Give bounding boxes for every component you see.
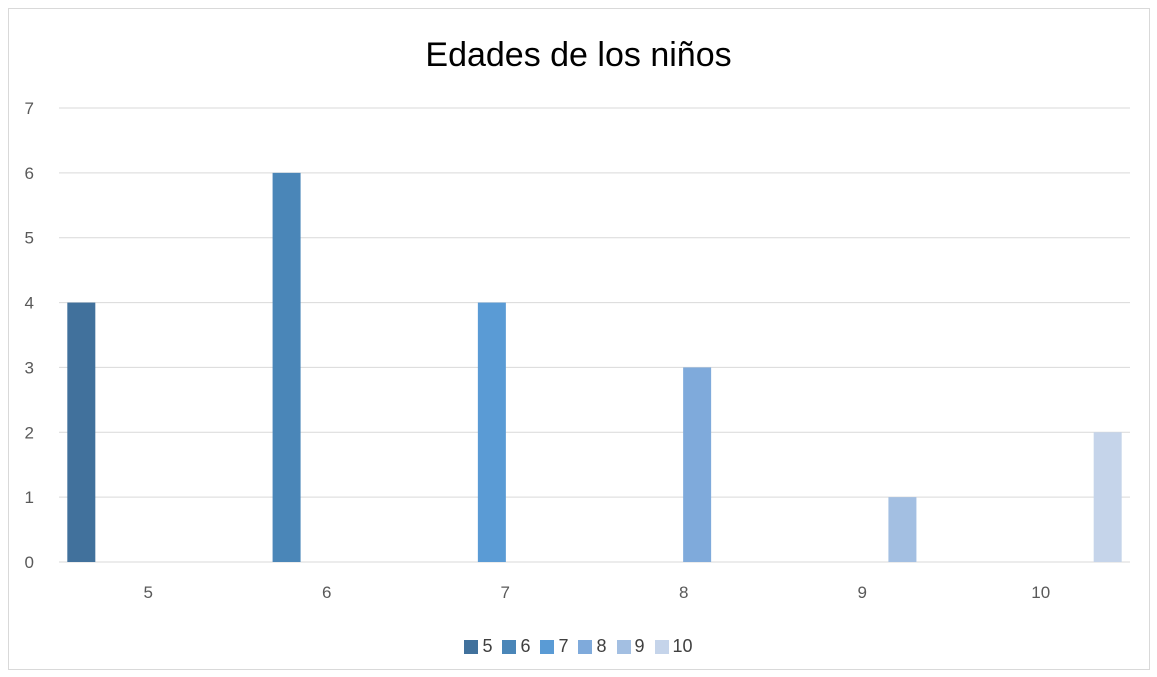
legend-item-6: 6 bbox=[502, 636, 530, 657]
legend-swatch-10 bbox=[654, 639, 669, 654]
y-tick-label-2: 2 bbox=[25, 423, 34, 442]
legend-item-9: 9 bbox=[616, 636, 645, 657]
bar-series-9-category-9 bbox=[888, 497, 917, 562]
legend-swatch-9 bbox=[616, 639, 631, 654]
legend-label-7: 7 bbox=[558, 636, 569, 656]
x-tick-label-7: 7 bbox=[501, 583, 510, 602]
x-tick-label-8: 8 bbox=[679, 583, 688, 602]
legend-swatch-7 bbox=[540, 639, 555, 654]
legend-label-9: 9 bbox=[634, 636, 645, 656]
y-tick-label-4: 4 bbox=[25, 294, 34, 313]
y-tick-label-1: 1 bbox=[25, 488, 34, 507]
x-tick-label-9: 9 bbox=[858, 583, 867, 602]
legend-item-5: 5 bbox=[464, 636, 492, 657]
bar-series-7-category-7 bbox=[477, 302, 506, 562]
y-tick-label-7: 7 bbox=[25, 99, 34, 118]
x-tick-label-6: 6 bbox=[322, 583, 331, 602]
bar-series-5-category-5 bbox=[67, 302, 96, 562]
legend-item-7: 7 bbox=[540, 636, 568, 657]
legend-swatch-6 bbox=[502, 639, 517, 654]
chart-legend: 5 6 7 8 9 10 bbox=[0, 636, 1157, 657]
y-tick-label-6: 6 bbox=[25, 164, 34, 183]
chart-frame bbox=[8, 8, 1150, 670]
y-tick-label-5: 5 bbox=[25, 229, 34, 248]
legend-swatch-5 bbox=[464, 639, 479, 654]
bar-series-10-category-10 bbox=[1093, 432, 1122, 562]
legend-swatch-8 bbox=[578, 639, 593, 654]
x-tick-label-10: 10 bbox=[1031, 583, 1050, 602]
y-tick-label-0: 0 bbox=[25, 553, 34, 572]
legend-item-8: 8 bbox=[578, 636, 607, 657]
y-tick-label-3: 3 bbox=[25, 358, 34, 377]
legend-label-6: 6 bbox=[520, 636, 531, 656]
legend-label-8: 8 bbox=[596, 636, 607, 656]
x-tick-label-5: 5 bbox=[144, 583, 153, 602]
bar-series-8-category-8 bbox=[683, 367, 712, 562]
legend-label-5: 5 bbox=[482, 636, 493, 656]
bar-series-6-category-6 bbox=[272, 172, 301, 562]
chart-title: Edades de los niños bbox=[425, 36, 732, 74]
legend-label-10: 10 bbox=[672, 636, 693, 656]
legend-item-10: 10 bbox=[654, 636, 693, 657]
